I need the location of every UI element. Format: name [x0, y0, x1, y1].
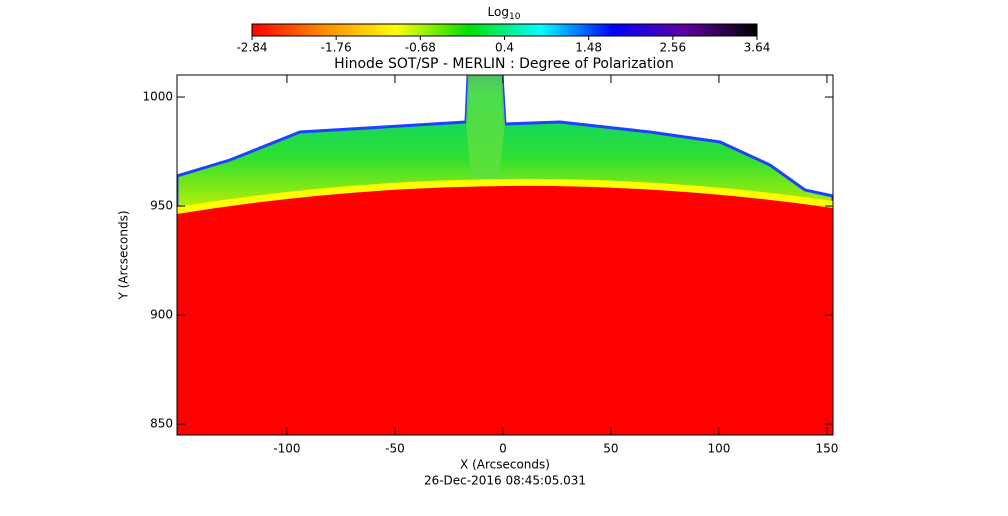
colorbar-tick-label: -2.84 — [236, 41, 267, 55]
x-tick-label: -50 — [385, 442, 405, 456]
colorbar-label: Log10 — [488, 5, 521, 22]
y-tick-label: 850 — [150, 417, 173, 431]
disk — [177, 185, 833, 435]
colorbar-label-subscript: 10 — [509, 12, 521, 22]
x-tick-label: -100 — [273, 442, 300, 456]
y-axis-label: Y (Arcseconds) — [117, 210, 131, 300]
x-axis-label: X (Arcseconds) — [460, 458, 550, 472]
colorbar-tick-label: -0.68 — [405, 41, 436, 55]
colorbar-tick-label: 0.4 — [495, 41, 514, 55]
x-tick-label: 100 — [707, 442, 730, 456]
solar-image — [177, 75, 833, 435]
y-tick-label: 900 — [150, 308, 173, 322]
x-tick-label: 50 — [603, 442, 618, 456]
y-tick-label: 1000 — [142, 90, 173, 104]
colorbar-tick-label: 1.48 — [575, 41, 602, 55]
spike — [466, 75, 505, 185]
y-tick-label: 950 — [150, 199, 173, 213]
x-tick-label: 150 — [815, 442, 838, 456]
x-tick-label: 0 — [499, 442, 507, 456]
colorbar — [251, 23, 758, 37]
colorbar-label-text: Log — [488, 5, 509, 19]
colorbar-tick-label: 2.56 — [659, 41, 686, 55]
plot-frame — [176, 74, 834, 436]
colorbar-tick-label: 3.64 — [744, 41, 771, 55]
chart-title: Hinode SOT/SP - MERLIN : Degree of Polar… — [334, 56, 674, 72]
annotation: 26-Dec-2016 08:45:05.031 — [424, 474, 586, 488]
colorbar-tick-label: -1.76 — [321, 41, 352, 55]
